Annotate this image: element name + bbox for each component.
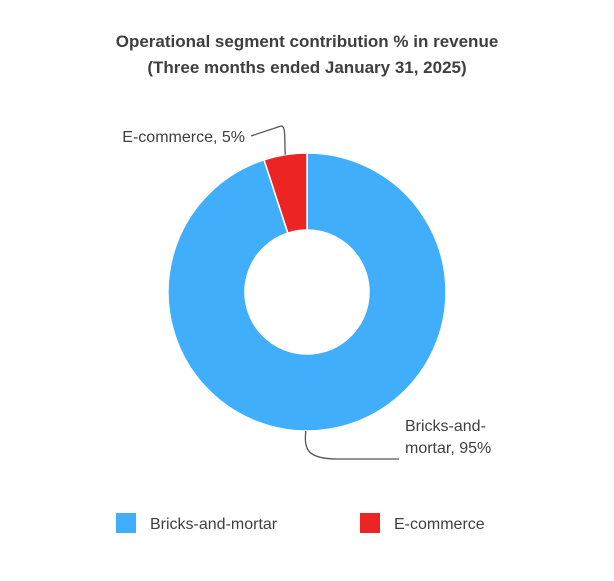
data-label-bricks-and-mortar: Bricks-and-mortar, 95%: [405, 418, 491, 457]
chart-title: Operational segment contribution % in re…: [116, 32, 499, 51]
chart-subtitle: (Three months ended January 31, 2025): [147, 58, 466, 77]
legend-swatch: [360, 513, 380, 533]
legend-item-e-commerce: E-commerce: [360, 513, 485, 533]
legend: Bricks-and-mortar E-commerce: [116, 513, 485, 533]
leader-line-e-commerce: [250, 125, 286, 155]
leader-lines-group: [250, 125, 399, 460]
slice-bricks-and-mortar: [167, 152, 447, 432]
slices-group: [167, 152, 447, 432]
data-label-line: E-commerce, 5%: [122, 129, 245, 146]
data-label-line: mortar, 95%: [405, 440, 491, 457]
slice-e-commerce: [263, 152, 308, 234]
data-label-e-commerce: E-commerce, 5%: [122, 129, 245, 146]
legend-item-bricks-and-mortar: Bricks-and-mortar: [116, 513, 278, 533]
data-labels-group: Bricks-and-mortar, 95% E-commerce, 5%: [122, 129, 491, 457]
leader-line-bricks-and-mortar: [304, 430, 399, 460]
data-label-line: Bricks-and-: [405, 418, 486, 435]
legend-swatch: [116, 513, 136, 533]
legend-label: Bricks-and-mortar: [150, 516, 278, 533]
legend-label: E-commerce: [394, 516, 485, 533]
